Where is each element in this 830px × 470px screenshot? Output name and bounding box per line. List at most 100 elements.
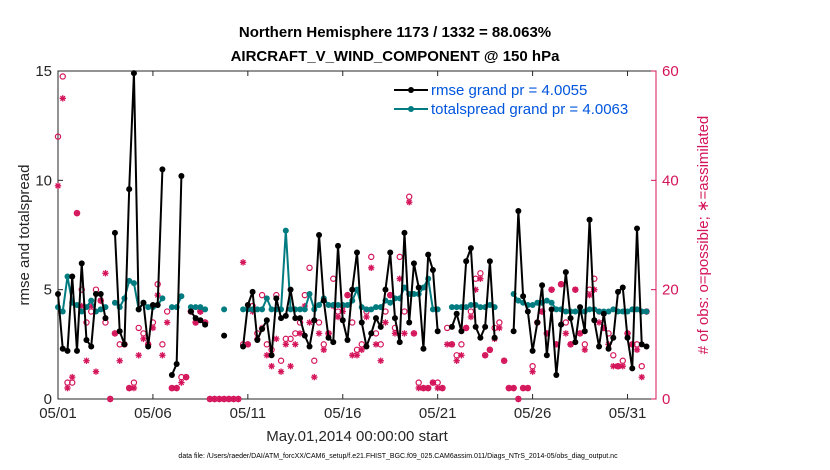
rmse-point: [64, 347, 71, 354]
obs-assimilated-point: [638, 373, 645, 381]
obs-assimilated-point: [64, 384, 71, 392]
rmse-point: [78, 260, 85, 267]
obs-assimilated-point: [159, 352, 166, 359]
x-tick-label: 05/26: [514, 405, 552, 422]
rmse-point: [240, 343, 247, 350]
totalspread-point: [192, 304, 199, 311]
rmse-point: [83, 336, 90, 343]
rmse-point: [434, 328, 441, 335]
obs-assimilated-point: [548, 286, 555, 293]
x-tick-label: 05/31: [609, 405, 647, 422]
obs-assimilated-point: [116, 357, 123, 364]
rmse-point: [140, 299, 147, 306]
totalspread-point: [78, 308, 85, 315]
obs-assimilated-point: [268, 363, 275, 370]
rmse-point: [178, 172, 185, 179]
rmse-point: [173, 361, 180, 368]
obs-assimilated-point: [315, 330, 323, 337]
obs-assimilated-point: [292, 341, 299, 348]
obs-assimilated-point: [496, 324, 503, 332]
totalspread-point: [467, 301, 474, 308]
totalspread-point: [596, 308, 603, 315]
obs-assimilated-point: [439, 384, 446, 392]
totalspread-point: [240, 306, 247, 313]
rmse-point: [73, 347, 80, 354]
obs-assimilated-point: [529, 368, 536, 375]
rmse-point: [330, 339, 337, 346]
totalspread-point: [477, 304, 484, 311]
rmse-point: [354, 249, 360, 256]
obs-assimilated-point: [453, 357, 460, 364]
obs-assimilated-point: [296, 330, 304, 337]
obs-assimilated-point: [557, 281, 565, 288]
rmse-point: [562, 269, 569, 276]
obs-assimilated-point: [244, 341, 252, 348]
obs-assimilated-point: [220, 395, 228, 403]
rmse-point: [391, 315, 398, 322]
rmse-point: [486, 258, 493, 265]
totalspread-point: [126, 277, 133, 284]
obs-possible-point: [163, 308, 171, 315]
y-left-tick-label: 15: [35, 63, 52, 80]
obs-possible-point: [638, 363, 645, 370]
rmse-point: [88, 343, 95, 350]
totalspread-point: [97, 306, 104, 313]
totalspread-point: [254, 306, 261, 313]
obs-assimilated-point: [562, 330, 570, 337]
totalspread-point: [187, 304, 194, 311]
rmse-point: [558, 321, 565, 328]
totalspread-point: [325, 301, 332, 308]
rmse-point: [244, 301, 251, 308]
rmse-point: [448, 323, 455, 330]
obs-assimilated-point: [595, 319, 603, 326]
obs-assimilated-point: [424, 384, 432, 392]
obs-assimilated-point: [458, 352, 465, 359]
obs-assimilated-point: [415, 384, 422, 392]
obs-possible-point: [159, 341, 166, 348]
obs-assimilated-point: [377, 357, 384, 364]
obs-assimilated-point: [239, 259, 247, 266]
rmse-point: [202, 321, 209, 328]
rmse-point: [273, 295, 280, 302]
x-tick-label: 05/01: [39, 405, 77, 422]
totalspread-point: [463, 304, 470, 311]
rmse-line-segment: [242, 231, 439, 357]
legend-spread-marker: [408, 106, 414, 112]
obs-possible-point: [59, 73, 66, 80]
obs-assimilated-point: [614, 363, 622, 370]
obs-assimilated-point: [320, 346, 327, 353]
rmse-point: [482, 323, 489, 330]
obs-assimilated-point: [353, 352, 361, 359]
rmse-point: [187, 308, 194, 315]
obs-assimilated-point: [287, 363, 294, 370]
rmse-point: [259, 326, 266, 333]
rmse-point: [624, 334, 631, 341]
rmse-point: [477, 334, 484, 341]
rmse-point: [610, 334, 617, 341]
totalspread-point: [562, 308, 569, 315]
legend-spread-label: totalspread grand pr = 4.0063: [431, 101, 628, 118]
totalspread-point: [429, 306, 436, 313]
rmse-point: [524, 308, 531, 315]
obs-assimilated-point: [125, 384, 133, 392]
rmse-point: [149, 301, 156, 308]
chart-title-line1: Northern Hemisphere 1173 / 1332 = 88.063…: [239, 24, 551, 41]
rmse-point: [363, 343, 370, 350]
obs-assimilated-point: [363, 313, 370, 321]
rmse-point: [292, 315, 299, 322]
rmse-point: [553, 371, 560, 378]
obs-possible-point: [306, 264, 313, 271]
obs-assimilated-point: [54, 182, 62, 189]
obs-assimilated-point: [477, 275, 484, 282]
obs-assimilated-point: [633, 346, 641, 353]
obs-assimilated-point: [349, 352, 356, 359]
obs-assimilated-point: [586, 291, 593, 299]
rmse-point: [615, 288, 622, 295]
y-axis-left: 0 5 10 15: [35, 63, 63, 408]
totalspread-point: [420, 284, 427, 291]
totalspread-point: [145, 304, 152, 311]
obs-assimilated-point: [382, 319, 389, 326]
rmse-point: [472, 323, 479, 330]
rmse-point: [116, 328, 123, 335]
obs-assimilated-point: [163, 319, 171, 326]
